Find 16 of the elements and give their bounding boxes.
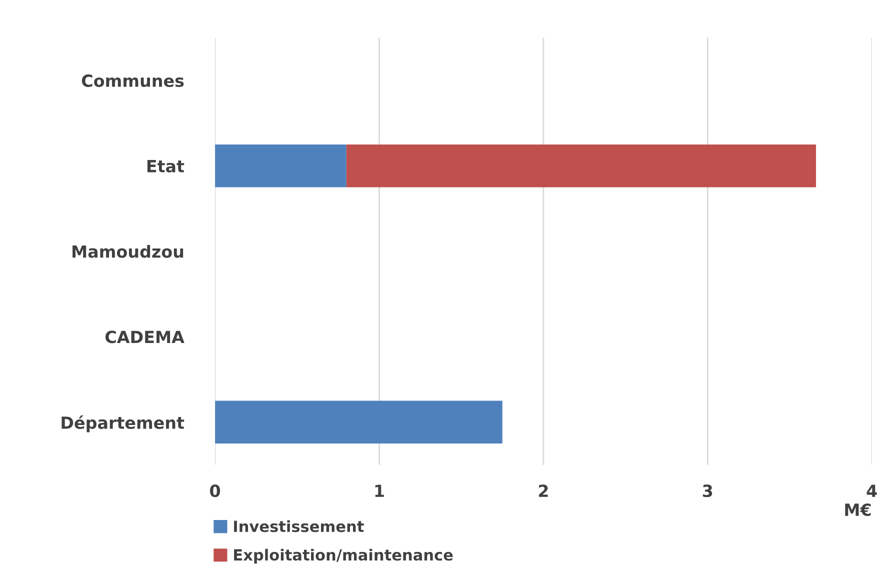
x-tick-label: 2 [538, 484, 548, 497]
legend-label: Exploitation/maintenance [234, 548, 453, 564]
bar [215, 144, 346, 188]
x-tick-label: 0 [210, 484, 220, 498]
y-tick-label: Etat [147, 160, 184, 172]
x-tick-label: 4 [866, 484, 877, 497]
x-tick-label: 1 [375, 484, 384, 497]
bar [346, 144, 816, 188]
x-tick-label: 3 [702, 484, 712, 498]
y-tick-label: Département [62, 415, 184, 432]
x-axis-title: M€ [845, 503, 871, 516]
legend-label: Investissement [234, 520, 364, 532]
y-tick-label: Mamoudzou [72, 244, 184, 258]
y-tick-label: CADEMA [105, 330, 184, 344]
bar [215, 400, 502, 444]
y-tick-label: Communes [82, 74, 184, 88]
